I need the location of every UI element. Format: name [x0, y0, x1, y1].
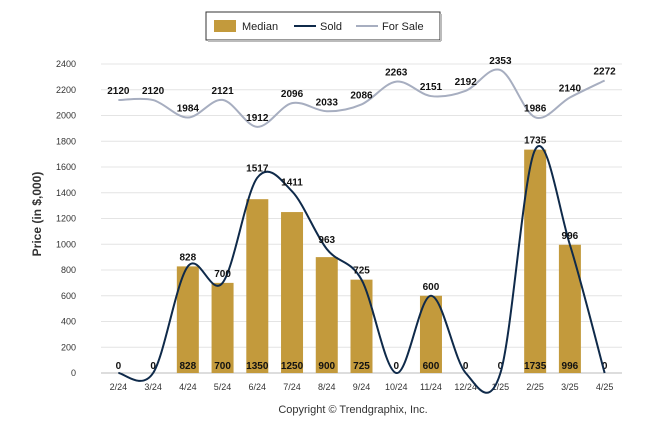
legend-for-sale-label: For Sale: [382, 21, 424, 33]
median-bar: [246, 199, 269, 373]
legend-sold-label: Sold: [320, 21, 342, 33]
x-tick-label: 10/24: [385, 382, 408, 392]
median-bar-label: 1350: [246, 361, 269, 372]
x-tick-label: 9/24: [353, 382, 371, 392]
y-tick-label: 1000: [56, 239, 76, 249]
sold-label: 725: [353, 266, 370, 277]
median-bar-label: 0: [463, 361, 469, 372]
for-sale-label: 2121: [211, 86, 234, 97]
for-sale-labels: 2120 2120 1984 2121 1912 2096 2033 2086 2263 2151…: [107, 56, 616, 124]
median-bar-label: 0: [498, 361, 504, 372]
median-bar-label: 1250: [281, 361, 304, 372]
median-bar: [558, 244, 581, 373]
median-bar-label: 0: [116, 361, 122, 372]
x-tick-label: 3/25: [561, 382, 579, 392]
median-bar: [524, 149, 547, 373]
median-bar-label: 725: [353, 361, 370, 372]
for-sale-label: 2086: [350, 90, 373, 101]
y-tick-label: 1600: [56, 162, 76, 172]
for-sale-label: 1986: [524, 103, 547, 114]
sold-label: 1411: [281, 177, 303, 188]
y-tick-label: 2000: [56, 111, 76, 121]
median-bar: [315, 257, 338, 373]
y-axis-ticks: 0 200 400 600 800 1000 1200 1400 1600 1800 2000 220…: [56, 59, 76, 378]
median-bar-label: 828: [179, 361, 196, 372]
x-tick-label: 6/24: [249, 382, 267, 392]
median-bar: [281, 212, 304, 373]
median-bar-label: 700: [214, 361, 231, 372]
median-bars: [176, 149, 581, 373]
for-sale-label: 2033: [316, 97, 339, 108]
sold-labels: 828 700 1517 1411 963 725 600 1735 996: [179, 136, 578, 293]
for-sale-label: 2272: [594, 66, 617, 77]
copyright-text: Copyright © Trendgraphix, Inc.: [278, 404, 427, 416]
sold-label: 700: [214, 269, 231, 280]
x-tick-label: 2/24: [110, 382, 128, 392]
x-tick-label: 8/24: [318, 382, 336, 392]
sold-line: [118, 145, 606, 394]
for-sale-label: 1984: [177, 104, 200, 115]
median-bar-labels: 0 0 828 700 1350 1250 900 725 0 600 0 0 1735 996 0: [116, 361, 608, 372]
median-bar-label: 996: [562, 361, 579, 372]
median-bar-label: 1735: [524, 361, 547, 372]
sold-label: 828: [179, 252, 196, 263]
x-tick-label: 5/24: [214, 382, 232, 392]
y-tick-label: 200: [61, 342, 76, 352]
y-tick-label: 600: [61, 291, 76, 301]
for-sale-label: 2140: [559, 83, 582, 94]
for-sale-label: 2120: [107, 86, 130, 97]
legend-median-swatch: [214, 20, 236, 32]
x-tick-label: 2/25: [526, 382, 544, 392]
median-bar-label: 0: [150, 361, 156, 372]
x-tick-label: 4/24: [179, 382, 197, 392]
sold-label: 996: [562, 231, 579, 242]
x-tick-label: 12/24: [454, 382, 477, 392]
for-sale-line: [118, 68, 606, 128]
y-axis-label: Price (in $,000): [30, 172, 44, 257]
median-bar-label: 600: [423, 361, 440, 372]
median-bar: [350, 279, 373, 373]
x-tick-label: 4/25: [596, 382, 614, 392]
for-sale-label: 2263: [385, 68, 408, 79]
y-tick-label: 1200: [56, 214, 76, 224]
y-tick-label: 2400: [56, 59, 76, 69]
for-sale-label: 2096: [281, 89, 304, 100]
sold-label: 1517: [246, 164, 269, 175]
median-bar: [176, 266, 199, 373]
median-bar-label: 900: [318, 361, 335, 372]
sold-label: 1735: [524, 136, 547, 147]
y-tick-label: 0: [71, 368, 76, 378]
legend-median-label: Median: [242, 21, 278, 33]
median-bar-label: 0: [602, 361, 608, 372]
sold-label: 963: [318, 235, 335, 246]
for-sale-label: 2120: [142, 86, 165, 97]
median-bar: [419, 295, 442, 373]
for-sale-label: 2353: [489, 56, 512, 67]
median-bar: [211, 282, 234, 373]
median-bar-label: 0: [393, 361, 399, 372]
y-tick-label: 1400: [56, 188, 76, 198]
for-sale-label: 2151: [420, 82, 443, 93]
x-tick-label: 1/25: [492, 382, 510, 392]
x-tick-label: 3/24: [144, 382, 162, 392]
y-tick-label: 2200: [56, 85, 76, 95]
legend: Median Sold For Sale: [205, 11, 442, 42]
for-sale-label: 1912: [246, 113, 269, 124]
x-tick-label: 11/24: [420, 382, 442, 392]
sold-label: 600: [423, 282, 440, 293]
y-tick-label: 1800: [56, 136, 76, 146]
x-axis-ticks: 2/24 3/24 4/24 5/24 6/24 7/24 8/24 9/24 10/24 11/…: [110, 382, 614, 392]
y-tick-label: 800: [61, 265, 76, 275]
y-tick-label: 400: [61, 317, 76, 327]
for-sale-label: 2192: [455, 77, 478, 88]
x-tick-label: 7/24: [283, 382, 301, 392]
